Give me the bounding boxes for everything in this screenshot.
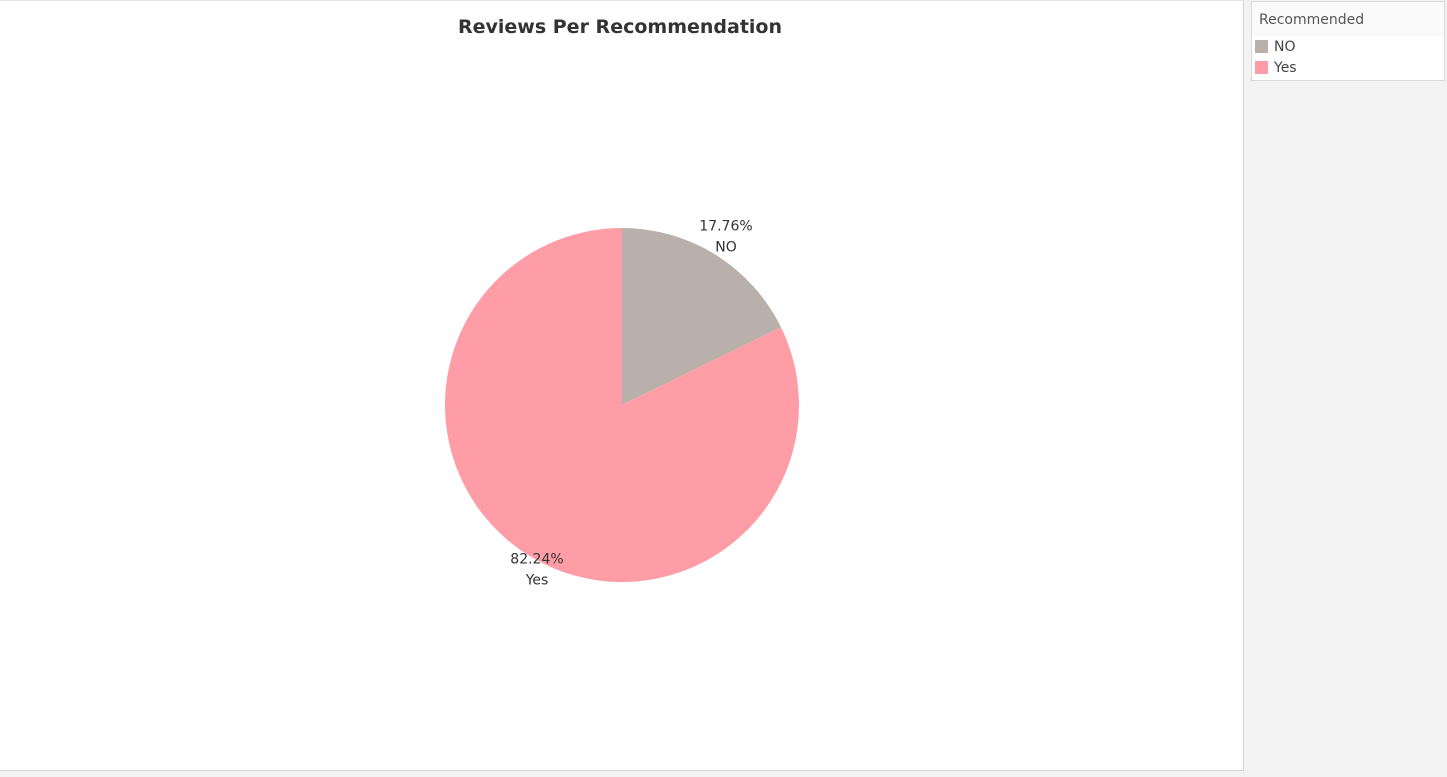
pie-label-no: 17.76% NO bbox=[699, 218, 752, 255]
pie-slice-yes[interactable] bbox=[444, 228, 799, 583]
legend-swatch-yes bbox=[1255, 61, 1268, 74]
pie-chart: 17.76% NO 82.24% Yes bbox=[444, 218, 799, 589]
pie-label-category-no: NO bbox=[715, 239, 737, 255]
pie-label-value-yes: 82.24% bbox=[510, 552, 563, 568]
chart-panel: Reviews Per Recommendation 17.76% NO 82.24… bbox=[0, 0, 1244, 771]
chart-title: Reviews Per Recommendation bbox=[457, 16, 782, 38]
legend-item-no[interactable]: NO bbox=[1252, 36, 1444, 57]
pie-label-category-yes: Yes bbox=[525, 573, 549, 589]
legend: Recommended NO Yes bbox=[1251, 1, 1445, 81]
legend-label-yes: Yes bbox=[1274, 59, 1297, 76]
pie-slice-no[interactable] bbox=[622, 228, 781, 405]
pie-label-yes: 82.24% Yes bbox=[510, 552, 563, 589]
legend-swatch-no bbox=[1255, 40, 1268, 53]
legend-label-no: NO bbox=[1274, 38, 1296, 55]
legend-item-yes[interactable]: Yes bbox=[1252, 57, 1444, 78]
pie-label-value-no: 17.76% bbox=[699, 218, 752, 234]
legend-title: Recommended bbox=[1252, 2, 1444, 36]
